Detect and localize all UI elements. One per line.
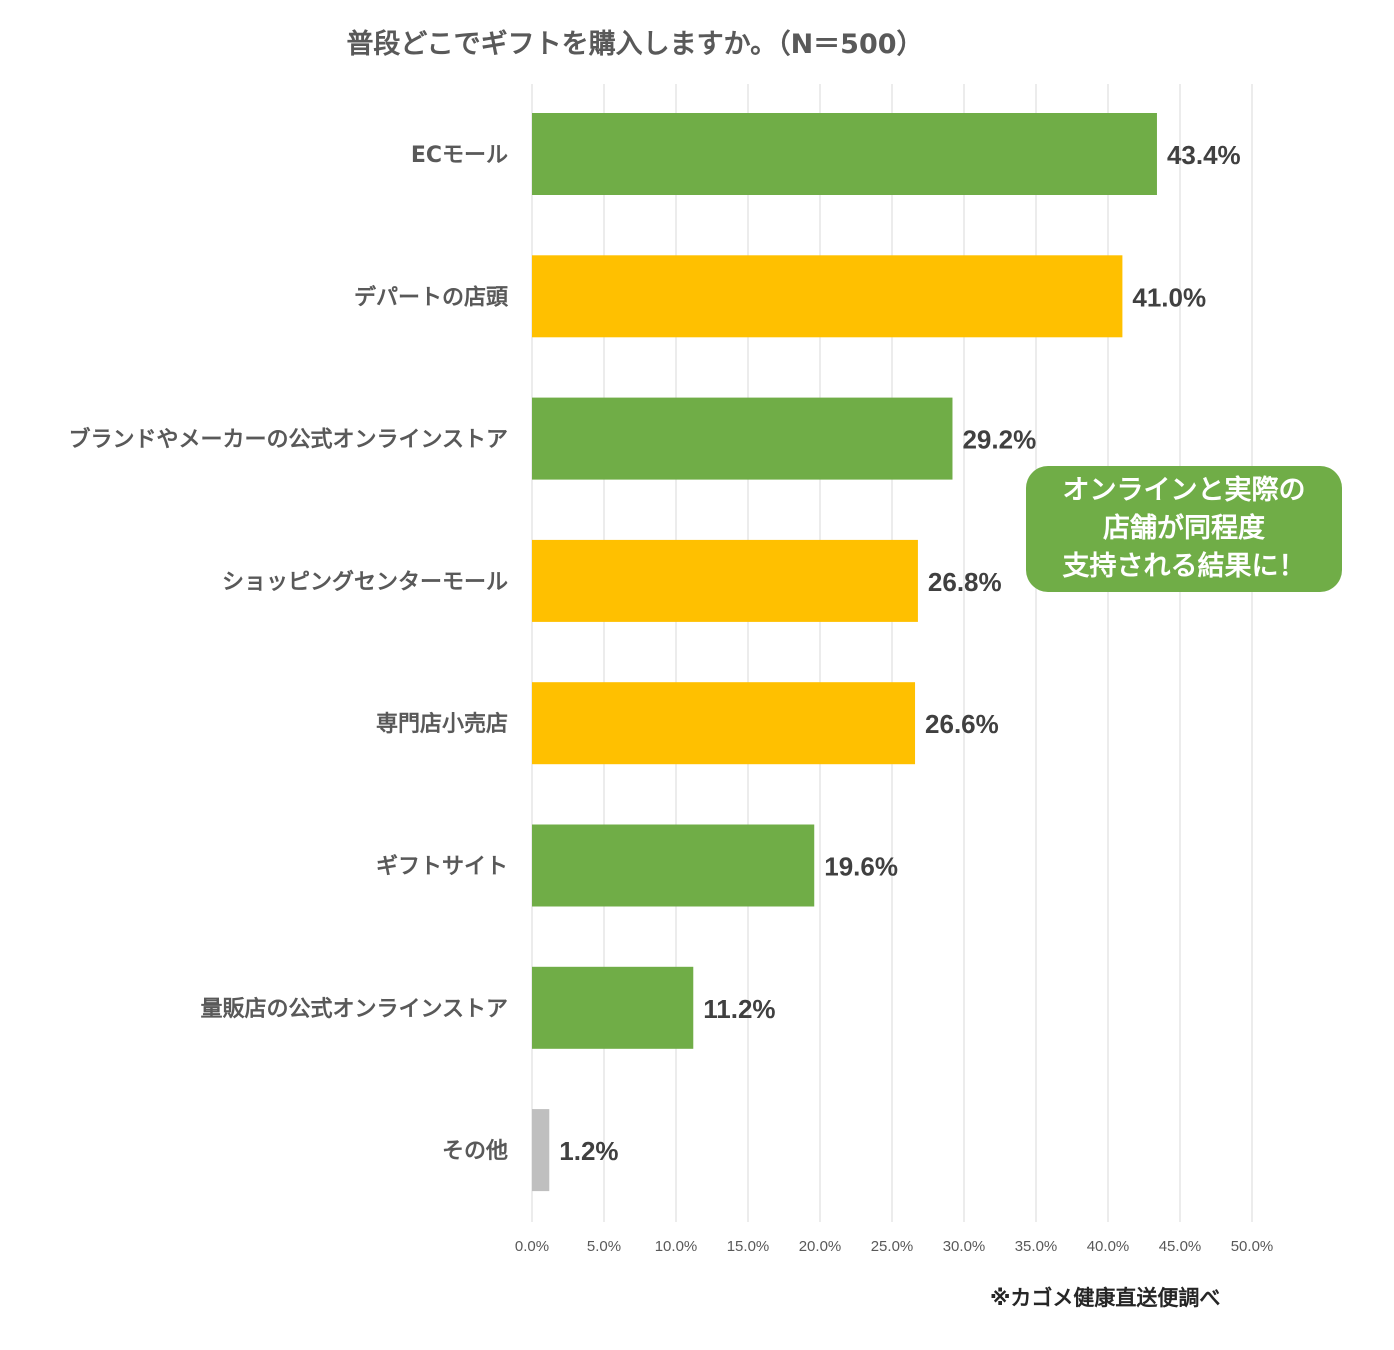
data-label: 11.2% xyxy=(703,994,775,1024)
data-label: 26.8% xyxy=(928,567,1002,597)
category-label: 専門店小売店 xyxy=(376,711,508,737)
category-label: ECモール xyxy=(411,143,508,168)
bar xyxy=(532,539,918,622)
x-tick-label: 45.0% xyxy=(1159,1238,1202,1255)
category-label: デパートの店頭 xyxy=(354,284,509,310)
data-label: 1.2% xyxy=(559,1136,618,1166)
bar xyxy=(532,966,694,1049)
x-tick-label: 25.0% xyxy=(871,1238,914,1255)
x-tick-label: 20.0% xyxy=(799,1238,842,1255)
x-tick-label: 40.0% xyxy=(1087,1238,1130,1255)
bar xyxy=(532,255,1123,338)
data-label: 43.4% xyxy=(1167,140,1241,170)
bar xyxy=(532,1109,550,1192)
category-label: 量販店の公式オンラインストア xyxy=(200,997,508,1022)
source-note: ※カゴメ健康直送便調べ xyxy=(990,1286,1221,1310)
bar xyxy=(532,682,916,765)
x-tick-label: 15.0% xyxy=(727,1238,770,1255)
x-tick-label: 35.0% xyxy=(1015,1238,1058,1255)
callout-line: 支持される結果に！ xyxy=(1062,551,1306,582)
callout-line: 店舗が同程度 xyxy=(1103,513,1265,544)
x-tick-label: 30.0% xyxy=(943,1238,986,1255)
x-tick-label: 50.0% xyxy=(1231,1238,1274,1255)
x-tick-label: 0.0% xyxy=(515,1238,549,1255)
callout-box: オンラインと実際の 店舗が同程度 支持される結果に！ xyxy=(1026,466,1342,592)
data-label: 19.6% xyxy=(824,852,898,882)
category-label: ブランドやメーカーの公式オンラインストア xyxy=(68,427,508,453)
x-tick-label: 10.0% xyxy=(655,1238,698,1255)
category-label: ショッピングセンターモール xyxy=(222,569,508,595)
bar xyxy=(532,397,953,480)
category-label: ギフトサイト xyxy=(376,855,508,880)
data-label: 41.0% xyxy=(1132,282,1206,312)
bar xyxy=(532,824,815,907)
bar xyxy=(532,113,1157,195)
callout-line: オンラインと実際の xyxy=(1062,475,1306,506)
x-tick-label: 5.0% xyxy=(587,1238,621,1255)
data-label: 29.2% xyxy=(962,425,1036,455)
data-label: 26.6% xyxy=(925,709,999,739)
chart-title: 普段どこでギフトを購入しますか。（N＝500） xyxy=(346,29,924,60)
category-label: その他 xyxy=(442,1139,508,1164)
